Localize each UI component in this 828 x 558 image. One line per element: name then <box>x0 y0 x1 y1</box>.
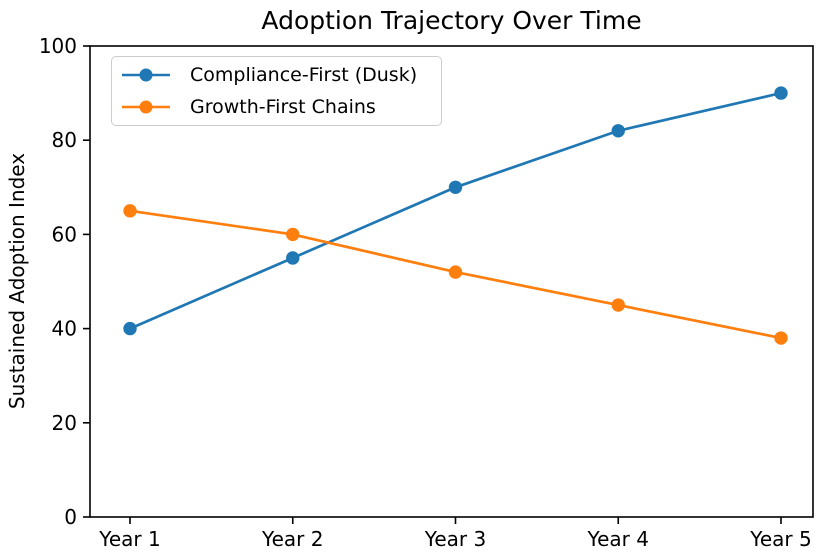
x-tick-label: Year 3 <box>424 527 486 551</box>
data-point-marker <box>448 180 463 194</box>
legend-entry: Compliance-First (Dusk) <box>120 63 431 88</box>
data-point-marker <box>774 86 788 100</box>
x-tick-label: Year 4 <box>587 527 649 551</box>
data-point-marker <box>611 124 625 138</box>
data-point-marker <box>774 331 788 345</box>
legend: Compliance-First (Dusk) Growth-First Cha… <box>111 56 442 126</box>
axes-spines <box>89 45 814 518</box>
legend-line-marker-icon <box>122 100 170 114</box>
y-tick-label: 0 <box>64 505 77 529</box>
series-line-0 <box>128 91 783 330</box>
legend-label-series-1: Growth-First Chains <box>190 95 376 118</box>
data-point-marker <box>286 251 300 265</box>
y-tick-label: 80 <box>52 128 77 152</box>
data-point-marker <box>611 298 625 312</box>
x-tick-label: Year 1 <box>98 527 160 551</box>
data-point-marker <box>123 321 137 336</box>
y-tick-label: 20 <box>52 411 77 435</box>
data-point-marker <box>123 204 137 218</box>
x-tick-label: Year 2 <box>261 527 323 551</box>
legend-entry: Growth-First Chains <box>120 95 431 120</box>
x-tick-label: Year 5 <box>749 527 811 551</box>
data-point-marker <box>448 265 463 279</box>
chart-title: Adoption Trajectory Over Time <box>261 6 642 35</box>
legend-label-series-0: Compliance-First (Dusk) <box>190 64 418 87</box>
y-tick-label: 100 <box>39 34 77 58</box>
legend-line-marker-icon <box>122 68 170 82</box>
y-tick-label: 40 <box>52 317 77 341</box>
data-point-marker <box>286 227 300 242</box>
y-tick-label: 60 <box>52 222 77 246</box>
